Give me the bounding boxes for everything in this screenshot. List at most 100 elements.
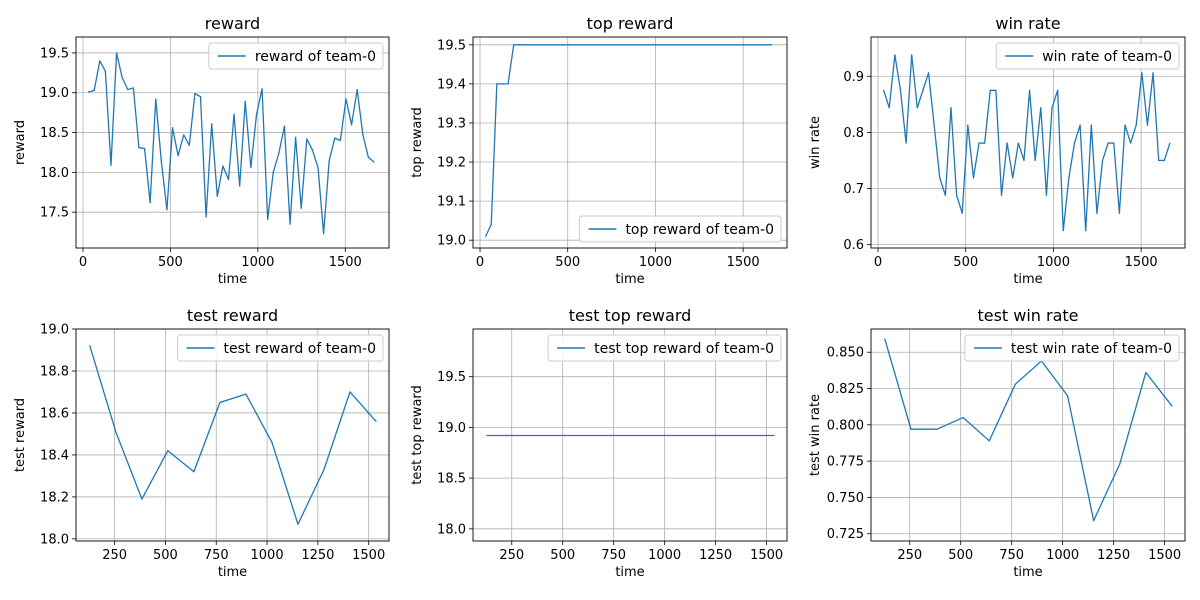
y-tick-label: 0.825 bbox=[827, 382, 864, 397]
data-point bbox=[1045, 194, 1048, 196]
x-tick-label: 1250 bbox=[1097, 548, 1130, 563]
data-point bbox=[1124, 124, 1126, 126]
data-point bbox=[967, 124, 969, 126]
data-point bbox=[311, 149, 314, 151]
data-point bbox=[177, 155, 179, 157]
data-point bbox=[1152, 72, 1154, 74]
data-point bbox=[323, 469, 325, 471]
axes-frame bbox=[870, 328, 1186, 542]
legend-entry: test win rate of team-0 bbox=[1011, 341, 1172, 357]
data-point bbox=[972, 177, 975, 179]
data-point bbox=[1169, 142, 1171, 144]
x-tick-label: 750 bbox=[601, 548, 626, 563]
x-tick-label: 500 bbox=[953, 255, 978, 270]
axes-frame bbox=[472, 36, 788, 249]
y-axis-label: test reward bbox=[13, 398, 28, 472]
data-point bbox=[160, 160, 162, 162]
data-point bbox=[89, 345, 91, 347]
data-point bbox=[1118, 212, 1120, 214]
data-point bbox=[1085, 230, 1087, 232]
data-point bbox=[104, 70, 106, 72]
data-point bbox=[507, 83, 509, 85]
data-point bbox=[884, 338, 886, 340]
x-tick-label: 250 bbox=[102, 548, 127, 563]
x-tick-label: 0 bbox=[874, 255, 882, 270]
y-tick-label: 18.5 bbox=[40, 126, 69, 141]
data-point bbox=[771, 44, 773, 46]
y-tick-label: 19.0 bbox=[40, 323, 69, 338]
legend-box bbox=[578, 215, 782, 243]
data-point bbox=[888, 107, 890, 109]
data-point bbox=[345, 98, 347, 100]
data-point bbox=[356, 88, 358, 91]
data-point bbox=[216, 195, 218, 197]
data-point bbox=[1034, 159, 1036, 162]
x-tick-label: 0 bbox=[79, 255, 87, 270]
data-point bbox=[99, 60, 101, 62]
data-point bbox=[121, 77, 123, 79]
x-tick-label: 750 bbox=[204, 548, 229, 563]
data-point bbox=[1017, 142, 1019, 144]
y-axis-label: reward bbox=[13, 120, 28, 165]
data-point bbox=[1107, 142, 1109, 144]
data-point bbox=[250, 166, 252, 169]
y-axis-label: test win rate bbox=[808, 394, 823, 476]
data-point bbox=[490, 223, 492, 226]
y-tick-label: 0.8 bbox=[843, 126, 864, 141]
y-tick-label: 0.775 bbox=[827, 455, 864, 470]
data-point bbox=[149, 202, 151, 204]
x-tick-label: 0 bbox=[476, 255, 484, 270]
data-point bbox=[1014, 383, 1016, 385]
data-point bbox=[1141, 72, 1143, 74]
axes-frame bbox=[472, 328, 788, 542]
legend: win rate of team-0 bbox=[995, 42, 1180, 70]
y-tick-label: 19.4 bbox=[437, 77, 466, 92]
data-point bbox=[155, 98, 157, 100]
data-point bbox=[323, 233, 325, 235]
y-axis-label: test top reward bbox=[410, 385, 425, 485]
data-point bbox=[1093, 520, 1095, 522]
data-point bbox=[916, 107, 918, 109]
y-tick-label: 0.850 bbox=[827, 346, 864, 361]
data-point bbox=[485, 235, 487, 237]
data-point bbox=[373, 161, 375, 163]
chart-panel-1: 0 500 1000 1500 17.5 18.0 18.5 19.0 19.5 reward ti… bbox=[13, 14, 390, 287]
data-point bbox=[1113, 142, 1115, 144]
data-point bbox=[167, 450, 169, 452]
data-point bbox=[375, 420, 377, 422]
chart-title: test top reward bbox=[569, 306, 692, 325]
data-point bbox=[233, 113, 235, 115]
data-point bbox=[933, 124, 935, 126]
y-tick-label: 19.0 bbox=[437, 234, 466, 249]
data-point bbox=[317, 166, 319, 169]
y-tick-label: 0.6 bbox=[843, 238, 864, 253]
y-tick-label: 17.5 bbox=[40, 206, 69, 221]
data-point bbox=[911, 54, 913, 56]
series-line bbox=[88, 52, 375, 235]
data-point bbox=[1079, 124, 1081, 126]
legend: test win rate of team-0 bbox=[964, 334, 1180, 362]
x-tick-label: 1000 bbox=[1037, 255, 1070, 270]
x-axis-label: time bbox=[615, 272, 644, 287]
data-point bbox=[989, 89, 991, 91]
data-point bbox=[267, 218, 269, 220]
data-point bbox=[962, 416, 964, 419]
data-point bbox=[1073, 142, 1076, 144]
series-line bbox=[884, 338, 1173, 522]
y-tick-label: 19.2 bbox=[437, 156, 466, 171]
data-point bbox=[193, 471, 195, 473]
legend-box bbox=[547, 334, 782, 362]
data-point bbox=[773, 434, 775, 437]
x-tick-label: 1500 bbox=[1125, 255, 1158, 270]
chart-title: test reward bbox=[187, 306, 278, 325]
x-axis-label: time bbox=[218, 272, 247, 287]
x-tick-label: 500 bbox=[948, 548, 973, 563]
chart-title: top reward bbox=[587, 14, 674, 33]
data-point bbox=[115, 52, 118, 54]
data-point bbox=[939, 177, 941, 179]
data-point bbox=[227, 178, 230, 181]
data-point bbox=[501, 83, 504, 85]
y-tick-label: 19.1 bbox=[437, 195, 466, 210]
x-tick-label: 1500 bbox=[727, 255, 760, 270]
y-axis-label: win rate bbox=[808, 116, 823, 169]
